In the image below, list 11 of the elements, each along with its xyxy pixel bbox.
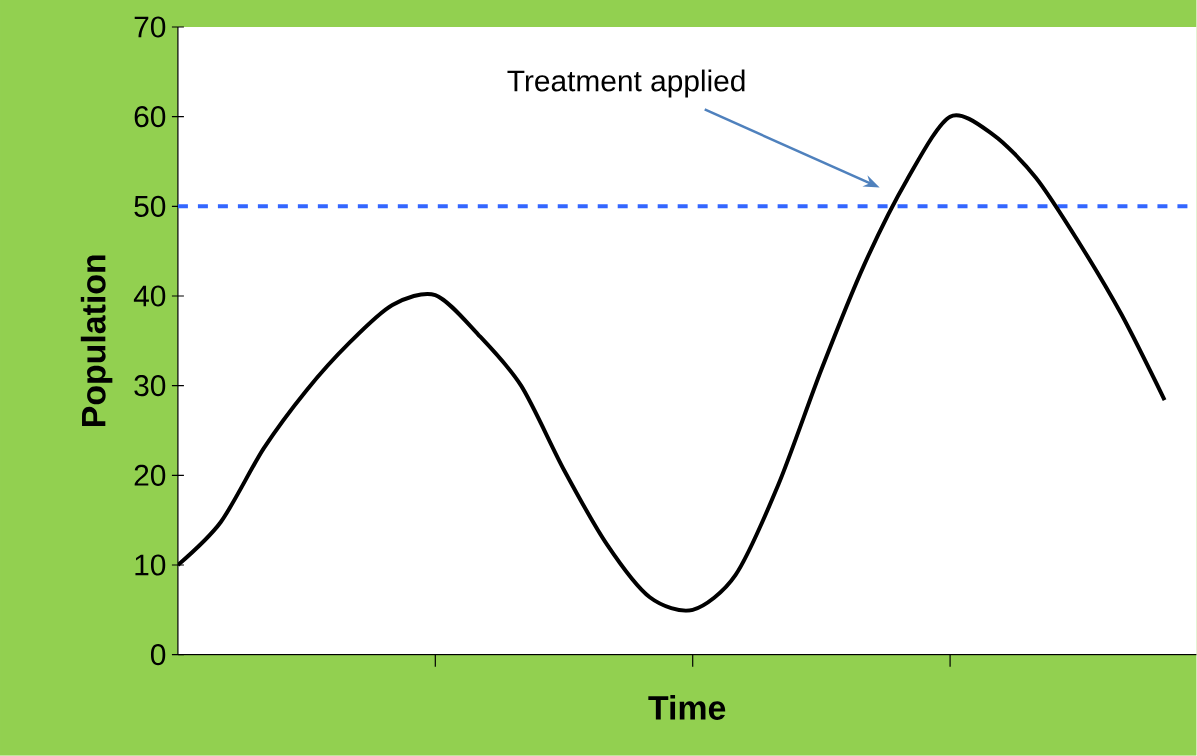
y-tick-label: 20 — [134, 464, 166, 487]
y-tick-label: 0 — [150, 644, 166, 666]
x-axis-title: Time — [648, 695, 726, 721]
y-axis-title: Population — [80, 255, 113, 427]
y-tick-label: 10 — [135, 554, 166, 576]
y-tick-label: 50 — [134, 195, 166, 218]
annotation: Treatment applied — [507, 69, 745, 98]
y-tick-label: 30 — [134, 375, 166, 397]
y-tick-label: 40 — [133, 285, 166, 307]
y-tick-label: 60 — [134, 106, 166, 128]
y-tick-label: 70 — [134, 16, 166, 38]
